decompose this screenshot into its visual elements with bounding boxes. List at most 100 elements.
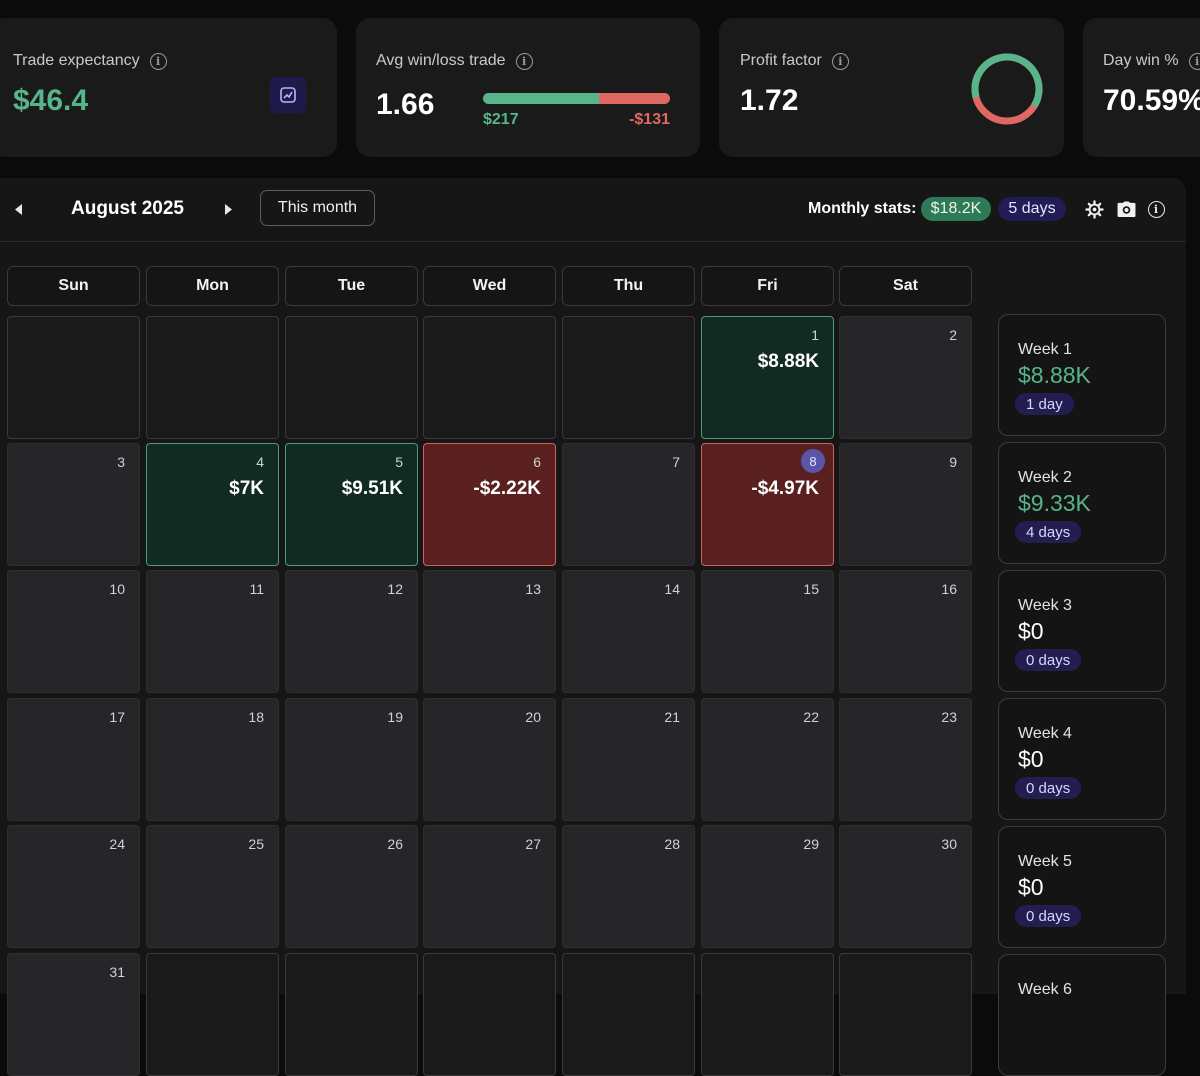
week-days-badge: 0 days — [1015, 649, 1082, 671]
info-icon[interactable]: i — [515, 52, 533, 70]
avg-win-amount: $217 — [483, 111, 519, 128]
info-icon[interactable]: i — [1188, 52, 1200, 70]
empty-day-cell — [7, 316, 140, 439]
day-cell[interactable]: 5 $9.51K — [285, 443, 418, 566]
chevron-right-icon — [225, 203, 232, 215]
calendar-info-button[interactable]: i — [1146, 199, 1166, 219]
day-cell[interactable]: 15 — [701, 570, 834, 693]
day-number: 10 — [109, 581, 125, 597]
day-cell[interactable]: 27 — [423, 825, 556, 948]
day-cell[interactable]: 7 — [562, 443, 695, 566]
week-summary-card[interactable]: Week 5 $0 0 days — [998, 826, 1166, 948]
week-label: Week 1 — [1018, 341, 1072, 358]
day-cell[interactable]: 6 -$2.22K — [423, 443, 556, 566]
day-cell[interactable]: 2 — [839, 316, 972, 439]
trade-expectancy-card: Trade expectancy i $46.4 — [0, 18, 337, 157]
day-cell[interactable]: 12 — [285, 570, 418, 693]
week-days-badge: 4 days — [1015, 521, 1082, 543]
day-cell[interactable]: 4 $7K — [146, 443, 279, 566]
day-number: 4 — [256, 454, 264, 470]
empty-day-cell — [562, 316, 695, 439]
day-cell[interactable]: 28 — [562, 825, 695, 948]
day-cell[interactable]: 26 — [285, 825, 418, 948]
day-cell[interactable]: 3 — [7, 443, 140, 566]
day-cell[interactable]: 13 — [423, 570, 556, 693]
week-summary-card[interactable]: Week 3 $0 0 days — [998, 570, 1166, 692]
day-cell[interactable]: 10 — [7, 570, 140, 693]
week-summary-card[interactable]: Week 4 $0 0 days — [998, 698, 1166, 820]
profit-factor-donut — [971, 53, 1043, 125]
weekday-header: Sat — [839, 266, 972, 306]
day-number: 5 — [395, 454, 403, 470]
day-pnl: -$2.22K — [473, 478, 541, 499]
profit-factor-value: 1.72 — [740, 84, 799, 117]
info-icon[interactable]: i — [149, 52, 167, 70]
screenshot-button[interactable] — [1116, 199, 1136, 219]
day-number: 26 — [387, 836, 403, 852]
day-cell[interactable]: 19 — [285, 698, 418, 821]
day-cell[interactable]: 18 — [146, 698, 279, 821]
monthly-stats-label: Monthly stats: — [808, 200, 917, 217]
day-cell[interactable]: 23 — [839, 698, 972, 821]
next-month-button[interactable] — [220, 200, 236, 218]
profit-factor-title-row: Profit factor i — [740, 52, 849, 70]
avg-win-loss-title-row: Avg win/loss trade i — [376, 52, 533, 70]
day-number: 22 — [803, 709, 819, 725]
day-cell[interactable]: 25 — [146, 825, 279, 948]
empty-day-cell — [839, 953, 972, 1076]
day-number: 3 — [117, 454, 125, 470]
week-summary-card[interactable]: Week 1 $8.88K 1 day — [998, 314, 1166, 436]
loss-bar-segment — [598, 93, 670, 104]
avg-loss-amount: -$131 — [629, 111, 670, 128]
day-number: 17 — [109, 709, 125, 725]
prev-month-button[interactable] — [11, 200, 27, 218]
trade-expectancy-title-row: Trade expectancy i — [13, 52, 167, 70]
day-cell[interactable]: 29 — [701, 825, 834, 948]
day-number: 27 — [525, 836, 541, 852]
this-month-button[interactable]: This month — [260, 190, 375, 226]
week-summary-card[interactable]: Week 2 $9.33K 4 days — [998, 442, 1166, 564]
day-cell[interactable]: 9 — [839, 443, 972, 566]
settings-button[interactable] — [1084, 199, 1104, 219]
profit-arc — [971, 53, 1043, 125]
day-number: 29 — [803, 836, 819, 852]
empty-day-cell — [285, 953, 418, 1076]
day-cell[interactable]: 1 $8.88K — [701, 316, 834, 439]
day-cell[interactable]: 31 — [7, 953, 140, 1076]
day-cell[interactable]: 8 -$4.97K — [701, 443, 834, 566]
win-bar-segment — [483, 93, 599, 104]
empty-day-cell — [701, 953, 834, 1076]
day-number: 6 — [533, 454, 541, 470]
day-cell[interactable]: 17 — [7, 698, 140, 821]
avg-win-loss-value: 1.66 — [376, 88, 435, 121]
day-number: 7 — [672, 454, 680, 470]
camera-icon — [1117, 200, 1135, 217]
day-cell[interactable]: 24 — [7, 825, 140, 948]
weekday-header: Wed — [423, 266, 556, 306]
day-win-value: 70.59% — [1103, 84, 1200, 117]
day-pnl: -$4.97K — [751, 478, 819, 499]
day-cell[interactable]: 21 — [562, 698, 695, 821]
day-win-title-row: Day win % i — [1103, 52, 1200, 70]
day-cell[interactable]: 16 — [839, 570, 972, 693]
chevron-left-icon — [15, 203, 22, 215]
empty-day-cell — [285, 316, 418, 439]
weekday-header: Mon — [146, 266, 279, 306]
week-summary-card[interactable]: Week 6 — [998, 954, 1166, 1076]
day-cell[interactable]: 11 — [146, 570, 279, 693]
day-number-badge: 8 — [801, 449, 825, 473]
profit-factor-card: Profit factor i 1.72 — [719, 18, 1064, 157]
day-pnl: $9.51K — [341, 478, 403, 499]
day-number: 25 — [248, 836, 264, 852]
day-cell[interactable]: 30 — [839, 825, 972, 948]
day-cell[interactable]: 20 — [423, 698, 556, 821]
week-pnl: $0 — [1018, 618, 1044, 644]
day-cell[interactable]: 14 — [562, 570, 695, 693]
day-number: 12 — [387, 581, 403, 597]
info-icon[interactable]: i — [831, 52, 849, 70]
day-cell[interactable]: 22 — [701, 698, 834, 821]
chart-view-button[interactable] — [270, 77, 306, 113]
day-number: 1 — [811, 327, 819, 343]
avg-win-loss-title: Avg win/loss trade — [376, 52, 506, 69]
day-number: 9 — [949, 454, 957, 470]
